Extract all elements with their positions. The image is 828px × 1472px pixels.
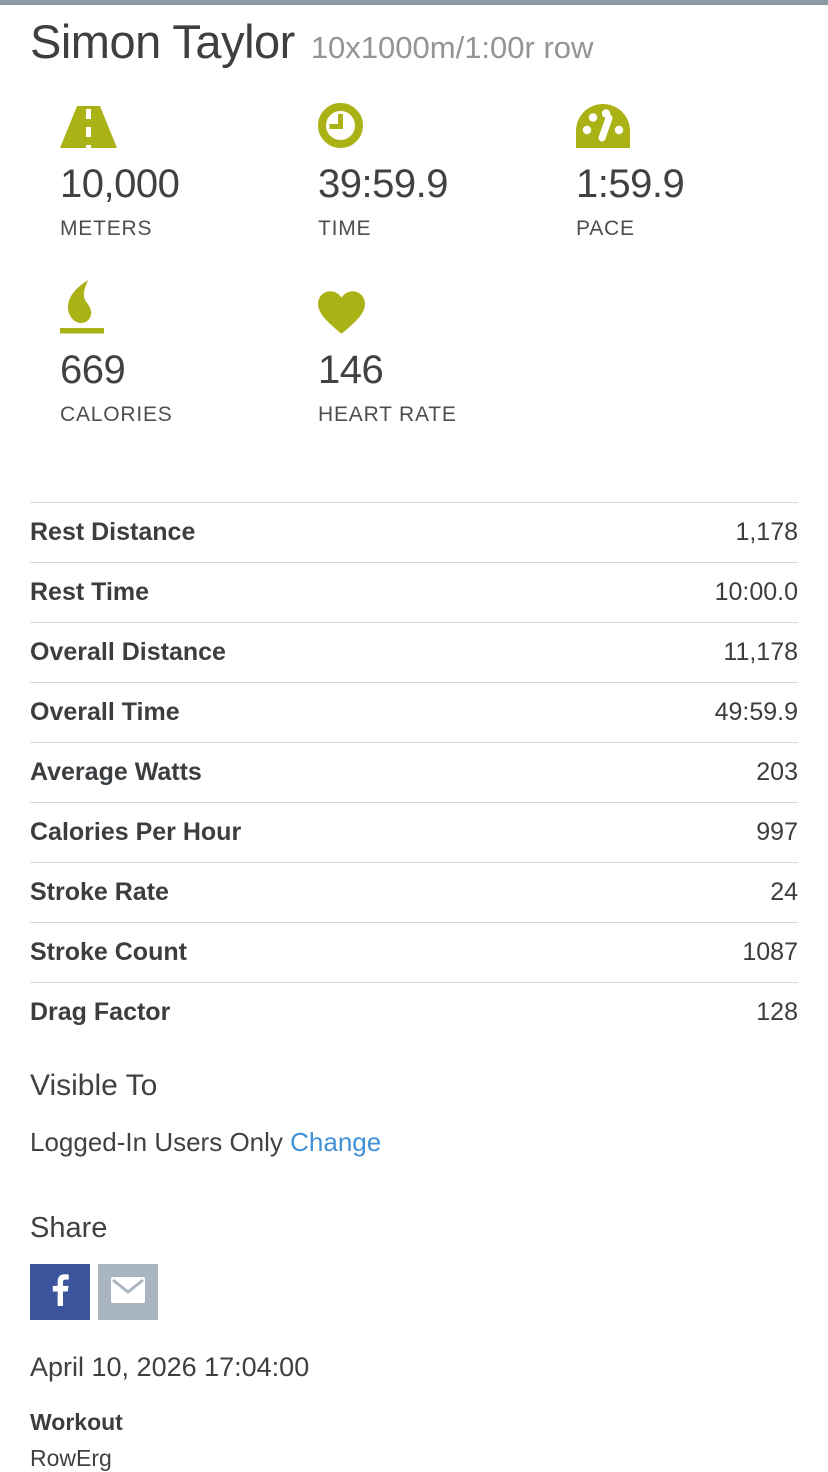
visibility-value: Logged-In Users Only	[30, 1126, 283, 1157]
share-buttons	[30, 1263, 798, 1320]
visible-to-heading: Visible To	[30, 1068, 158, 1102]
table-row-rest-distance: Rest Distance 1,178	[30, 501, 798, 562]
workout-type: RowErg	[30, 1444, 112, 1471]
row-value: 1,178	[735, 517, 798, 546]
workout-result-page: Simon Taylor 10x1000m/1:00r row 10,000 M…	[0, 5, 828, 1472]
table-row-average-watts: Average Watts 203	[30, 741, 798, 802]
pace-label: PACE	[576, 216, 635, 240]
clock-icon	[318, 100, 576, 148]
heart-rate-label: HEART RATE	[318, 402, 457, 426]
summary-stats-grid: 10,000 METERS 39:59.9 TIME	[30, 100, 798, 428]
stat-pace: 1:59.9 PACE	[576, 100, 828, 242]
time-label: TIME	[318, 216, 372, 240]
table-row-calories-per-hour: Calories Per Hour 997	[30, 801, 798, 862]
row-value: 24	[770, 877, 798, 906]
table-row-rest-time: Rest Time 10:00.0	[30, 561, 798, 622]
flame-icon	[60, 279, 318, 334]
row-label: Rest Distance	[30, 517, 196, 546]
row-value: 203	[756, 757, 798, 786]
row-label: Stroke Count	[30, 937, 187, 966]
meters-label: METERS	[60, 216, 153, 240]
stat-calories: 669 CALORIES	[60, 279, 318, 428]
workout-name-subtitle: 10x1000m/1:00r row	[310, 30, 594, 65]
table-row-stroke-count: Stroke Count 1087	[30, 921, 798, 982]
workout-details-table: Rest Distance 1,178 Rest Time 10:00.0 Ov…	[30, 501, 798, 1042]
meters-value: 10,000	[60, 161, 180, 206]
calories-value: 669	[60, 347, 126, 392]
email-icon	[111, 1277, 145, 1306]
row-value: 1087	[742, 937, 798, 966]
header: Simon Taylor 10x1000m/1:00r row	[30, 5, 798, 72]
stat-time: 39:59.9 TIME	[318, 100, 576, 242]
row-label: Calories Per Hour	[30, 817, 242, 846]
workout-label: Workout	[30, 1408, 123, 1435]
stat-meters: 10,000 METERS	[60, 100, 318, 242]
share-heading: Share	[30, 1211, 108, 1244]
row-label: Overall Time	[30, 697, 180, 726]
row-value: 10:00.0	[714, 577, 798, 606]
table-row-drag-factor: Drag Factor 128	[30, 981, 798, 1042]
row-value: 11,178	[723, 637, 798, 666]
facebook-icon	[52, 1274, 69, 1309]
page-title: Simon Taylor	[30, 15, 295, 68]
change-visibility-link[interactable]: Change	[290, 1126, 382, 1157]
road-icon	[60, 100, 318, 148]
visibility-line: Logged-In Users Only Change	[30, 1126, 798, 1158]
heart-icon	[318, 286, 576, 334]
table-row-overall-time: Overall Time 49:59.9	[30, 681, 798, 742]
row-label: Rest Time	[30, 577, 150, 606]
stat-heart-rate: 146 HEART RATE	[318, 286, 576, 428]
time-value: 39:59.9	[318, 161, 448, 206]
top-accent-bar	[0, 0, 828, 5]
heart-rate-value: 146	[318, 347, 384, 392]
row-label: Drag Factor	[30, 997, 171, 1026]
table-row-overall-distance: Overall Distance 11,178	[30, 621, 798, 682]
workout-datetime: April 10, 2026 17:04:00	[30, 1351, 310, 1382]
calories-label: CALORIES	[60, 402, 173, 426]
row-label: Average Watts	[30, 757, 202, 786]
pace-value: 1:59.9	[576, 161, 685, 206]
row-label: Stroke Rate	[30, 877, 169, 906]
gauge-icon	[576, 100, 828, 148]
share-email-button[interactable]	[98, 1263, 158, 1320]
row-value: 49:59.9	[714, 697, 798, 726]
row-value: 128	[756, 997, 798, 1026]
row-label: Overall Distance	[30, 637, 226, 666]
table-row-stroke-rate: Stroke Rate 24	[30, 861, 798, 922]
row-value: 997	[756, 817, 798, 846]
share-facebook-button[interactable]	[30, 1263, 90, 1320]
